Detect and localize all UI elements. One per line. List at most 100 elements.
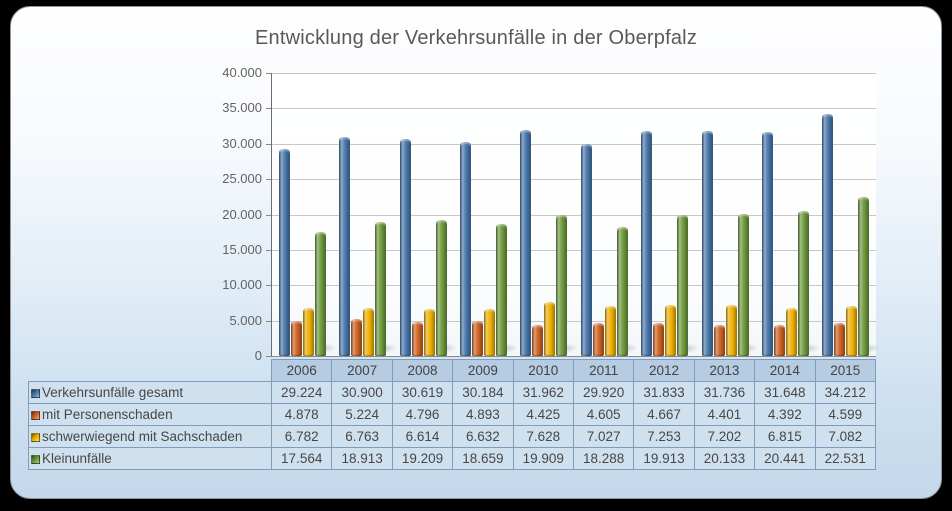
chart-title: Entwicklung der Verkehrsunfälle in der O…: [254, 27, 698, 49]
bar: [495, 224, 507, 356]
chart-data-table: 2006 2007 2008 2009 2010 2011 2012 2013 2014 2015…: [28, 359, 876, 470]
slide-card: Entwicklung der Verkehrsunfälle in der O…: [10, 6, 942, 499]
bar: [339, 137, 351, 356]
value-cell: 7.082: [814, 425, 876, 448]
series-label: Verkehrsunfälle gesamt: [42, 385, 184, 400]
value-cell: 18.659: [452, 447, 514, 470]
y-axis-label: 10.000: [222, 277, 262, 292]
value-cell: 19.209: [391, 447, 454, 470]
bar: [665, 305, 677, 356]
value-cell: 6.632: [452, 425, 514, 448]
value-cell: 6.782: [270, 425, 333, 448]
y-axis-tick: [266, 356, 271, 357]
table-header-year: 2014: [754, 359, 816, 382]
value-cell: 31.833: [633, 381, 695, 404]
bar-group-2010: [514, 73, 574, 356]
y-axis-tick: [266, 144, 271, 145]
table-header-year: 2012: [633, 359, 695, 382]
bar: [641, 131, 653, 356]
y-axis-label: 40.000: [222, 65, 262, 80]
y-axis-tick: [266, 250, 271, 251]
value-cell: 4.599: [814, 403, 876, 426]
y-axis-label: 35.000: [222, 100, 262, 115]
value-cell: 7.628: [512, 425, 574, 448]
value-cell: 18.288: [572, 447, 635, 470]
table-row: Kleinunfälle 17.564 18.913 19.209 18.659 19.9…: [28, 447, 876, 470]
bar: [713, 325, 725, 356]
y-axis-tick: [266, 73, 271, 74]
bar: [822, 114, 834, 356]
bar: [532, 325, 544, 356]
value-cell: 30.184: [452, 381, 514, 404]
bar: [834, 323, 846, 356]
bar: [459, 142, 471, 356]
value-cell: 7.202: [693, 425, 756, 448]
bar: [773, 325, 785, 356]
table-header-row: 2006 2007 2008 2009 2010 2011 2012 2013 2014 2015: [29, 359, 876, 382]
y-axis-tick: [266, 179, 271, 180]
bar-group-2014: [755, 73, 815, 356]
table-header-year: 2011: [572, 359, 635, 382]
bar: [278, 149, 290, 356]
bar: [701, 131, 713, 356]
series-label: mit Personenschaden: [42, 407, 173, 422]
value-cell: 31.736: [693, 381, 756, 404]
bar-group-2015: [816, 73, 876, 356]
bar: [435, 220, 447, 356]
bar: [677, 215, 689, 356]
table-header-year: 2006: [270, 359, 333, 382]
value-cell: 6.763: [331, 425, 393, 448]
value-cell: 22.531: [814, 447, 876, 470]
table-row: mit Personenschaden 4.878 5.224 4.796 4.893 4…: [28, 403, 876, 426]
table-header-year: 2010: [512, 359, 574, 382]
table-header-year: 2015: [814, 359, 876, 382]
bar: [616, 227, 628, 356]
value-cell: 31.962: [512, 381, 574, 404]
series-label-cell: mit Personenschaden: [28, 403, 272, 426]
value-cell: 30.619: [391, 381, 454, 404]
bar: [846, 306, 858, 356]
bar: [653, 323, 665, 356]
bar: [737, 214, 749, 356]
value-cell: 6.614: [391, 425, 454, 448]
table-header-year: 2008: [391, 359, 454, 382]
y-axis-tick: [266, 321, 271, 322]
value-cell: 7.027: [572, 425, 635, 448]
value-cell: 29.920: [572, 381, 635, 404]
value-cell: 20.133: [693, 447, 756, 470]
bar: [785, 308, 797, 356]
chart-plot-area: [271, 73, 876, 357]
series-label-cell: schwerwiegend mit Sachschaden: [28, 425, 272, 448]
bar-group-2007: [332, 73, 392, 356]
y-axis-tick: [266, 215, 271, 216]
value-cell: 4.878: [270, 403, 333, 426]
y-axis-tick: [266, 108, 271, 109]
bar: [604, 306, 616, 356]
y-axis: 40.000 35.000 30.000 25.000 20.000 15.000 10.0…: [195, 66, 271, 363]
bar: [556, 215, 568, 356]
bar: [302, 308, 314, 356]
bar-group-2012: [634, 73, 694, 356]
value-cell: 17.564: [270, 447, 333, 470]
bar: [399, 139, 411, 356]
value-cell: 30.900: [331, 381, 393, 404]
table-row: Verkehrsunfälle gesamt 29.224 30.900 30.619…: [28, 381, 876, 404]
bar-group-2009: [453, 73, 513, 356]
bar: [761, 132, 773, 356]
value-cell: 5.224: [331, 403, 393, 426]
y-axis-label: 25.000: [222, 171, 262, 186]
bar: [351, 319, 363, 356]
bar: [544, 302, 556, 356]
bar-group-2008: [393, 73, 453, 356]
bar-group-2006: [272, 73, 332, 356]
bar-group-2013: [695, 73, 755, 356]
bar: [858, 197, 870, 356]
bar: [471, 321, 483, 356]
table-corner-cell: [29, 360, 272, 382]
value-cell: 31.648: [754, 381, 816, 404]
bar-groups-container: [272, 73, 876, 356]
value-cell: 4.392: [754, 403, 816, 426]
bar-group-2011: [574, 73, 634, 356]
series-label-cell: Kleinunfälle: [28, 447, 272, 470]
